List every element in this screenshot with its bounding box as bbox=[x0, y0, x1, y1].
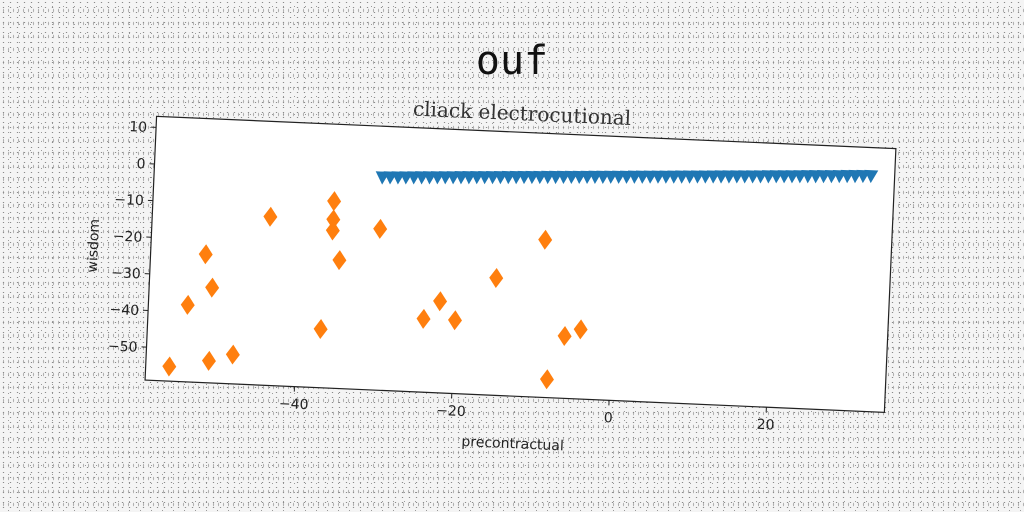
diamond-marker bbox=[433, 291, 448, 312]
x-tick-label: 0 bbox=[604, 410, 614, 426]
diamond-marker bbox=[263, 206, 278, 227]
y-tick-label: 0 bbox=[136, 156, 146, 172]
diamond-marker bbox=[573, 319, 588, 340]
x-tick-label: −20 bbox=[436, 403, 466, 420]
diamond-marker bbox=[539, 369, 554, 390]
diamond-marker bbox=[180, 294, 195, 315]
y-tick-label: −50 bbox=[108, 338, 138, 355]
x-tick-label: −40 bbox=[279, 396, 309, 413]
diamond-marker bbox=[538, 229, 553, 250]
diamond-marker bbox=[373, 218, 388, 239]
diamond-marker bbox=[201, 350, 216, 371]
diamond-marker bbox=[205, 277, 220, 298]
figure-title: ouf bbox=[475, 38, 549, 84]
y-tick-label: −30 bbox=[111, 265, 141, 282]
y-axis-label: wisdom bbox=[85, 219, 103, 273]
y-tick-label: −10 bbox=[114, 192, 144, 209]
y-tick-label: −20 bbox=[112, 229, 142, 246]
diamond-marker bbox=[198, 244, 213, 265]
diamond-marker bbox=[325, 220, 340, 241]
triangle-marker bbox=[864, 169, 879, 184]
diamond-marker bbox=[489, 267, 504, 288]
diamond-marker bbox=[162, 356, 177, 377]
diamond-marker bbox=[448, 310, 462, 331]
diamond-marker bbox=[327, 191, 342, 212]
diamond-marker bbox=[225, 344, 240, 365]
chart-marks bbox=[162, 169, 879, 390]
chart-title: cliack electrocutional bbox=[413, 97, 632, 130]
diamond-marker bbox=[326, 209, 341, 230]
axis-ticks: −40 −20 0 20 10 0 −10 −20 −30 −40 −50 bbox=[108, 119, 775, 434]
diamond-marker bbox=[313, 319, 328, 340]
x-axis-label: precontractual bbox=[461, 434, 564, 454]
diamond-marker bbox=[557, 326, 572, 347]
y-tick-label: −40 bbox=[109, 302, 139, 319]
x-tick-label: 20 bbox=[756, 417, 775, 434]
y-tick-label: 10 bbox=[129, 119, 148, 136]
diamond-marker bbox=[332, 250, 347, 271]
diamond-marker bbox=[416, 308, 431, 329]
plot-area bbox=[144, 115, 897, 413]
